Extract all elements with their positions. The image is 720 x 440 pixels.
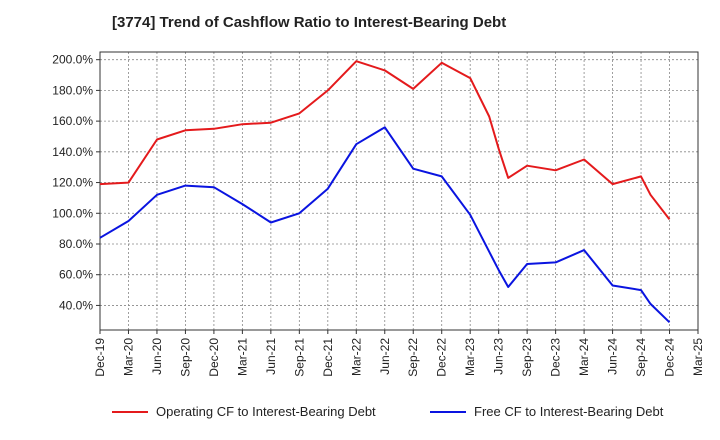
y-tick-label: 120.0% <box>52 176 93 190</box>
plot-area-frame <box>99 51 699 331</box>
x-tick-label: Jun-24 <box>606 338 620 375</box>
legend-item-free-cf: Free CF to Interest-Bearing Debt <box>430 404 663 419</box>
x-tick-label: Sep-22 <box>406 338 420 377</box>
y-tick-label: 180.0% <box>52 83 93 97</box>
y-tick-label: 160.0% <box>52 114 93 128</box>
x-tick-label: Jun-20 <box>150 338 164 375</box>
grid-lines <box>100 52 698 330</box>
x-tick-label: Sep-23 <box>520 338 534 377</box>
x-tick-label: Jun-21 <box>264 338 278 375</box>
x-tick-label: Jun-22 <box>378 338 392 375</box>
y-tick-label: 40.0% <box>59 298 93 312</box>
x-tick-label: Sep-24 <box>634 338 648 377</box>
series-line-free-cf <box>99 126 671 324</box>
x-axis-ticks: Dec-19 Mar-20 Jun-20 Sep-20 Dec-20 Mar-21 Jun-… <box>93 330 705 377</box>
legend-item-operating-cf: Operating CF to Interest-Bearing Debt <box>112 404 376 419</box>
x-tick-label: Dec-22 <box>435 338 449 377</box>
x-tick-label: Dec-23 <box>549 338 563 377</box>
y-tick-label: 200.0% <box>52 53 93 67</box>
x-tick-label: Dec-20 <box>207 338 221 377</box>
y-tick-label: 100.0% <box>52 206 93 220</box>
x-tick-label: Mar-25 <box>691 338 705 376</box>
y-tick-label: 60.0% <box>59 268 93 282</box>
x-tick-label: Dec-24 <box>663 338 677 377</box>
series-lines <box>99 60 671 324</box>
y-axis-ticks: 40.0% 60.0% 80.0% 100.0% 120.0% 140.0% 160.0% 1… <box>52 53 100 312</box>
x-tick-label: Sep-21 <box>292 338 306 377</box>
y-tick-label: 140.0% <box>52 145 93 159</box>
legend-label-free-cf: Free CF to Interest-Bearing Debt <box>474 404 664 419</box>
legend-label-operating-cf: Operating CF to Interest-Bearing Debt <box>156 404 376 419</box>
x-tick-label: Jun-23 <box>492 338 506 375</box>
x-tick-label: Dec-21 <box>321 338 335 377</box>
legend-swatch-free-cf <box>430 410 466 413</box>
x-tick-label: Sep-20 <box>178 338 192 377</box>
x-tick-label: Mar-21 <box>235 338 249 376</box>
legend-swatch-operating-cf <box>112 410 148 413</box>
y-tick-label: 80.0% <box>59 237 93 251</box>
x-tick-label: Mar-23 <box>463 338 477 376</box>
x-tick-label: Mar-22 <box>349 338 363 376</box>
x-tick-label: Mar-24 <box>577 338 591 376</box>
chart-title: [3774] Trend of Cashflow Ratio to Intere… <box>112 14 507 31</box>
x-tick-label: Dec-19 <box>93 338 107 377</box>
series-line-operating-cf <box>99 60 671 221</box>
x-tick-label: Mar-20 <box>121 338 135 376</box>
